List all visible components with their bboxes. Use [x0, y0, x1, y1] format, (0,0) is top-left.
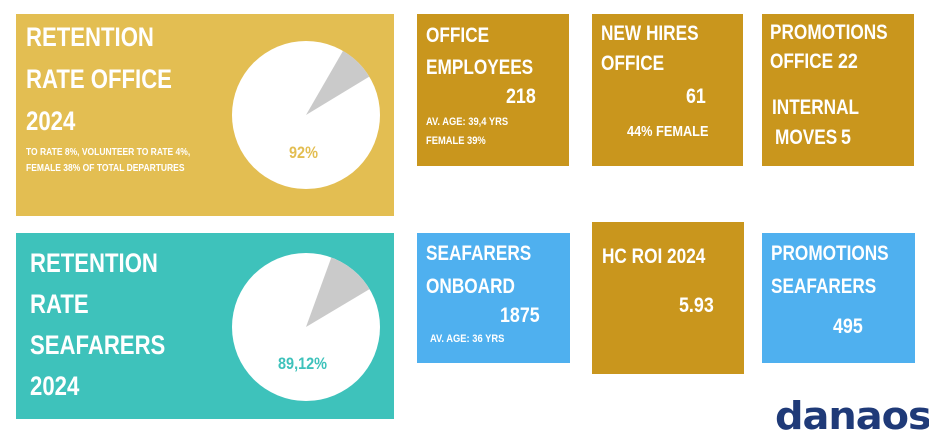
retention-office-percent-label: 92% [289, 143, 318, 162]
retention-office-pie [232, 41, 380, 189]
seafarers-onboard-title-line2: ONBOARD [426, 275, 515, 298]
office-employees-value: 218 [506, 85, 536, 108]
office-employees-detail-line2: FEMALE 39% [426, 135, 486, 147]
retention-office-title-line3: 2024 [26, 106, 76, 136]
retention-seafarers-title-line3: SEAFARERS [30, 330, 166, 360]
new-hires-title-line1: NEW HIRES [601, 22, 699, 45]
promotions-office-card: PROMOTIONS OFFICE 22 INTERNAL MOVES 5 [762, 14, 914, 166]
retention-office-pie-remainder-slice [306, 50, 370, 115]
retention-seafarers-title-line4: 2024 [30, 371, 80, 401]
retention-seafarers-pie-remainder-slice [306, 257, 370, 327]
promotions-office-internal-line2: MOVES [775, 126, 838, 149]
hc-roi-card: HC ROI 2024 5.93 [592, 222, 744, 374]
retention-office-title-line2: RATE OFFICE [26, 64, 172, 94]
retention-office-card: RETENTION RATE OFFICE 2024 TO RATE 8%, V… [16, 14, 394, 216]
danaos-logo-text: danaos [775, 398, 929, 438]
retention-seafarers-card: RETENTION RATE SEAFARERS 2024 89,12% [16, 233, 394, 419]
retention-seafarers-percent-label: 89,12% [278, 354, 328, 373]
promotions-seafarers-title-line1: PROMOTIONS [771, 242, 889, 265]
office-employees-title-line1: OFFICE [426, 24, 490, 47]
retention-seafarers-title-line2: RATE [30, 289, 89, 319]
promotions-office-internal-value: 5 [841, 126, 851, 149]
promotions-office-title-line2: OFFICE [770, 50, 834, 73]
hc-roi-value: 5.93 [679, 294, 714, 317]
new-hires-detail: 44% FEMALE [627, 123, 709, 140]
promotions-office-internal-line1: INTERNAL [772, 96, 860, 119]
retention-seafarers-title-line1: RETENTION [30, 248, 158, 278]
promotions-seafarers-value: 495 [833, 315, 863, 338]
office-employees-detail-line1: AV. AGE: 39,4 YRS [426, 116, 509, 128]
retention-office-note-line1: TO RATE 8%, VOLUNTEER TO RATE 4%, [26, 147, 191, 158]
promotions-office-value: 22 [838, 50, 858, 73]
new-hires-value: 61 [686, 85, 706, 108]
office-employees-title-line2: EMPLOYEES [426, 56, 534, 79]
seafarers-onboard-detail: AV. AGE: 36 YRS [430, 333, 505, 345]
new-hires-title-line2: OFFICE [601, 52, 665, 75]
promotions-seafarers-card: PROMOTIONS SEAFARERS 495 [762, 233, 915, 363]
retention-seafarers-pie [232, 253, 380, 401]
seafarers-onboard-title-line1: SEAFARERS [426, 242, 532, 265]
seafarers-onboard-card: SEAFARERS ONBOARD 1875 AV. AGE: 36 YRS [417, 233, 570, 363]
retention-office-note-line2: FEMALE 38% OF TOTAL DEPARTURES [26, 163, 185, 174]
danaos-logo: danaos [775, 398, 929, 438]
office-employees-card: OFFICE EMPLOYEES 218 AV. AGE: 39,4 YRS F… [417, 14, 569, 166]
new-hires-card: NEW HIRES OFFICE 61 44% FEMALE [592, 14, 743, 166]
hc-roi-title: HC ROI 2024 [602, 245, 706, 268]
seafarers-onboard-value: 1875 [500, 304, 540, 327]
promotions-seafarers-title-line2: SEAFARERS [771, 275, 877, 298]
retention-office-title-line1: RETENTION [26, 22, 154, 52]
promotions-office-title-line1: PROMOTIONS [770, 21, 888, 44]
